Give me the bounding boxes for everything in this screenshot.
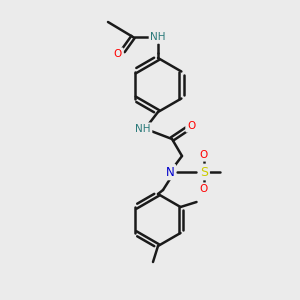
Text: N: N — [166, 166, 174, 178]
Text: NH: NH — [135, 124, 151, 134]
Text: NH: NH — [150, 32, 166, 42]
Text: O: O — [200, 184, 208, 194]
Text: O: O — [187, 121, 195, 131]
Text: O: O — [200, 150, 208, 160]
Text: O: O — [114, 49, 122, 59]
Text: S: S — [200, 166, 208, 178]
